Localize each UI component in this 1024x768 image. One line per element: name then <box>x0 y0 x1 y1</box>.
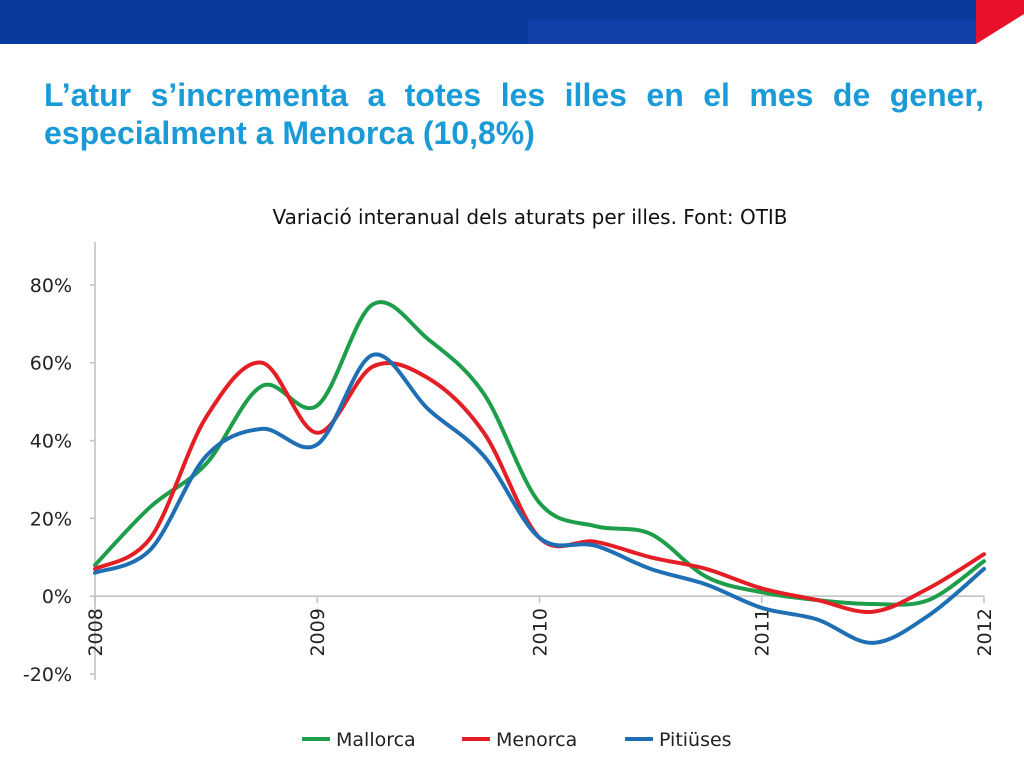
series-line-pitiuses <box>93 352 986 645</box>
series-line-menorca <box>93 360 986 614</box>
x-tick-label: 2011 <box>752 608 774 656</box>
x-tick-label: 2010 <box>530 608 552 656</box>
line-chart: Variació interanual dels aturats per ill… <box>23 205 996 751</box>
y-tick-label: 80% <box>30 275 72 297</box>
legend-label-mallorca: Mallorca <box>336 729 416 751</box>
x-tick-label: 2008 <box>85 608 107 656</box>
y-tick-label: 0% <box>42 586 72 608</box>
slide-title: L’atur s’incrementa a totes les illes en… <box>44 77 984 151</box>
x-tick-label: 2009 <box>307 608 329 656</box>
banner-red-corner <box>976 0 1024 44</box>
y-tick-label: -20% <box>23 664 72 686</box>
x-tick-label: 2012 <box>974 608 996 656</box>
legend-label-menorca: Menorca <box>496 729 577 751</box>
y-tick-label: 40% <box>30 431 72 453</box>
legend-label-pitiuses: Pitiüses <box>659 729 732 751</box>
series-line-mallorca <box>93 300 986 607</box>
chart-title: Variació interanual dels aturats per ill… <box>272 205 787 229</box>
banner-lower-band <box>528 20 976 44</box>
top-banner <box>0 0 1024 44</box>
y-tick-label: 20% <box>30 508 72 530</box>
y-tick-label: 60% <box>30 353 72 375</box>
